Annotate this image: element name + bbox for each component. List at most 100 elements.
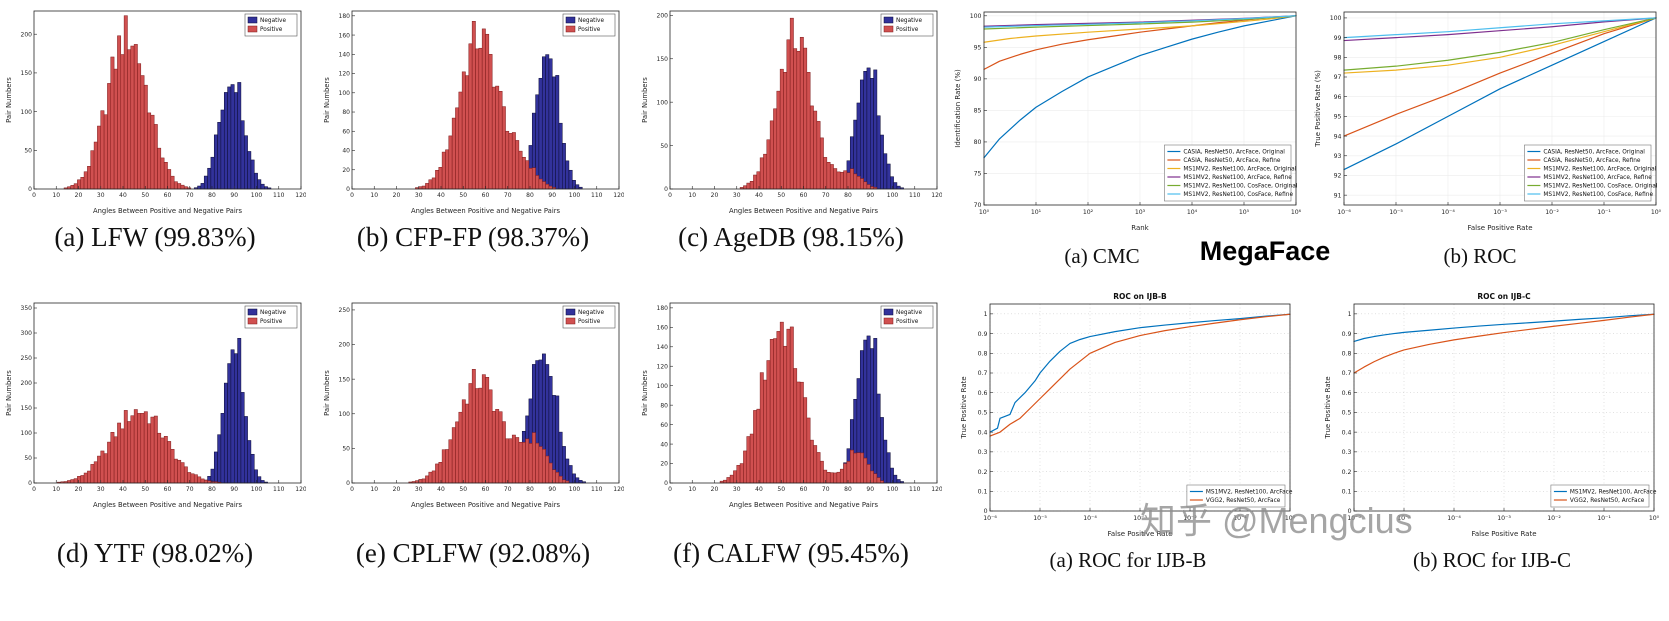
svg-text:160: 160 — [657, 325, 669, 332]
svg-text:96: 96 — [1334, 94, 1342, 101]
svg-text:Positive: Positive — [896, 27, 919, 33]
svg-text:Angles Between Positive and Ne: Angles Between Positive and Negative Pai… — [93, 501, 243, 509]
svg-text:200: 200 — [339, 342, 351, 349]
svg-text:0: 0 — [28, 480, 32, 487]
svg-text:True Positive Rate: True Positive Rate — [1324, 376, 1332, 439]
svg-text:90: 90 — [866, 486, 874, 493]
svg-text:10: 10 — [370, 486, 378, 493]
caption-cplfw: (e) CPLFW (92.08%) — [355, 538, 591, 568]
svg-text:250: 250 — [21, 355, 33, 362]
svg-text:10⁻³: 10⁻³ — [1493, 209, 1507, 216]
svg-text:60: 60 — [482, 192, 490, 199]
svg-text:0.9: 0.9 — [1342, 331, 1352, 338]
svg-text:80: 80 — [526, 486, 534, 493]
watermark: 知乎 @Mengcius — [1140, 500, 1413, 541]
svg-text:40: 40 — [660, 441, 668, 448]
svg-text:200: 200 — [21, 380, 33, 387]
svg-text:Angles Between Positive and Ne: Angles Between Positive and Negative Pai… — [411, 501, 561, 509]
svg-text:100: 100 — [251, 192, 263, 199]
svg-text:Pair Numbers: Pair Numbers — [323, 370, 331, 416]
svg-text:10⁻¹: 10⁻¹ — [1597, 515, 1611, 522]
svg-text:50: 50 — [24, 148, 32, 155]
svg-text:110: 110 — [909, 192, 921, 199]
svg-text:80: 80 — [974, 139, 982, 146]
histogram-lfw: 0 10 20 30 40 50 60 70 80 90 100 110 120 0 50 100 150 200… — [4, 6, 306, 216]
svg-text:200: 200 — [657, 13, 669, 20]
histogram-cplfw: 0 10 20 30 40 50 60 70 80 90 100 110 120 0 50 100 150 200… — [322, 298, 624, 510]
histogram-agedb: 0 10 20 30 40 50 60 70 80 90 100 110 120 0 50 100 150 200… — [640, 6, 942, 216]
svg-text:10⁻⁴: 10⁻⁴ — [1441, 209, 1455, 216]
svg-text:100: 100 — [569, 486, 581, 493]
svg-text:50: 50 — [141, 192, 149, 199]
svg-text:10⁻⁵: 10⁻⁵ — [1389, 209, 1403, 216]
svg-text:CASIA, ResNet50, ArcFace, Orig: CASIA, ResNet50, ArcFace, Original — [1543, 150, 1645, 156]
svg-text:10⁻⁵: 10⁻⁵ — [1033, 515, 1047, 522]
svg-text:10⁻⁶: 10⁻⁶ — [1337, 209, 1351, 216]
svg-text:100: 100 — [339, 411, 351, 418]
svg-text:120: 120 — [931, 486, 942, 493]
svg-text:90: 90 — [974, 76, 982, 83]
svg-text:110: 110 — [273, 486, 285, 493]
svg-text:75: 75 — [974, 171, 982, 178]
svg-text:150: 150 — [657, 56, 669, 63]
svg-text:10⁶: 10⁶ — [1291, 209, 1302, 216]
svg-text:0.5: 0.5 — [978, 410, 988, 417]
svg-text:100: 100 — [887, 192, 899, 199]
svg-text:Angles Between Positive and Ne: Angles Between Positive and Negative Pai… — [411, 207, 561, 215]
svg-text:90: 90 — [866, 192, 874, 199]
svg-text:40: 40 — [342, 148, 350, 155]
svg-text:30: 30 — [97, 486, 105, 493]
svg-text:40: 40 — [119, 486, 127, 493]
svg-text:160: 160 — [339, 32, 351, 39]
svg-text:50: 50 — [459, 192, 467, 199]
svg-text:1: 1 — [984, 311, 988, 318]
svg-text:False Positive Rate: False Positive Rate — [1471, 530, 1536, 538]
svg-text:0.2: 0.2 — [1342, 469, 1352, 476]
svg-text:0: 0 — [668, 192, 672, 199]
svg-text:150: 150 — [21, 70, 33, 77]
svg-text:1: 1 — [1348, 311, 1352, 318]
svg-text:0.7: 0.7 — [978, 370, 988, 377]
svg-text:10⁻¹: 10⁻¹ — [1233, 515, 1247, 522]
svg-text:Positive: Positive — [578, 319, 601, 325]
svg-text:350: 350 — [21, 305, 33, 312]
svg-text:10⁻⁶: 10⁻⁶ — [983, 515, 997, 522]
svg-text:50: 50 — [459, 486, 467, 493]
svg-text:120: 120 — [339, 71, 351, 78]
svg-text:80: 80 — [844, 192, 852, 199]
svg-text:10: 10 — [52, 486, 60, 493]
svg-text:MS1MV2, ResNet100, CosFace, Or: MS1MV2, ResNet100, CosFace, Original — [1543, 184, 1657, 190]
svg-text:False Positive Rate: False Positive Rate — [1107, 530, 1172, 538]
svg-text:180: 180 — [339, 13, 351, 20]
svg-text:100: 100 — [1330, 15, 1342, 22]
svg-text:70: 70 — [504, 192, 512, 199]
svg-text:10: 10 — [688, 192, 696, 199]
svg-text:True Positive Rate (%): True Positive Rate (%) — [1314, 70, 1322, 148]
caption-cfp-fp: (b) CFP-FP (98.37%) — [356, 222, 590, 252]
svg-text:Negative: Negative — [896, 310, 922, 316]
svg-text:10¹: 10¹ — [1031, 209, 1042, 216]
svg-text:80: 80 — [526, 192, 534, 199]
svg-text:30: 30 — [733, 192, 741, 199]
svg-text:85: 85 — [974, 108, 982, 115]
svg-text:0: 0 — [1348, 508, 1352, 515]
svg-text:MS1MV2, ResNet100, ArcFace, Re: MS1MV2, ResNet100, ArcFace, Refine — [1543, 175, 1652, 181]
megaface-label: MegaFace — [1199, 236, 1331, 266]
svg-text:Angles Between Positive and Ne: Angles Between Positive and Negative Pai… — [729, 501, 879, 509]
svg-text:300: 300 — [21, 330, 33, 337]
svg-text:Identification Rate (%): Identification Rate (%) — [954, 69, 962, 148]
svg-text:90: 90 — [230, 486, 238, 493]
svg-text:Negative: Negative — [260, 18, 286, 24]
svg-text:0.7: 0.7 — [1342, 370, 1352, 377]
svg-text:Pair Numbers: Pair Numbers — [641, 77, 649, 123]
svg-text:0: 0 — [668, 486, 672, 493]
svg-text:20: 20 — [393, 486, 401, 493]
svg-text:10⁴: 10⁴ — [1187, 209, 1198, 216]
svg-text:True Positive Rate: True Positive Rate — [960, 376, 968, 439]
svg-text:Negative: Negative — [260, 310, 286, 316]
svg-text:CASIA, ResNet50, ArcFace, Orig: CASIA, ResNet50, ArcFace, Original — [1183, 150, 1285, 156]
svg-text:Pair Numbers: Pair Numbers — [641, 370, 649, 416]
svg-text:VGG2, ResNet50, ArcFace: VGG2, ResNet50, ArcFace — [1570, 498, 1645, 504]
svg-text:10⁰: 10⁰ — [1649, 515, 1660, 522]
svg-text:60: 60 — [164, 192, 172, 199]
